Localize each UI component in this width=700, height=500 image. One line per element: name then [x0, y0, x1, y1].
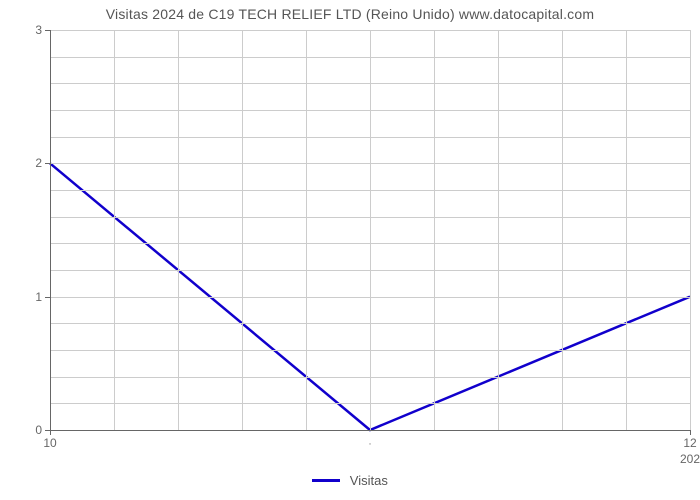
gridline-horizontal	[50, 323, 690, 324]
gridline-horizontal	[50, 190, 690, 191]
y-axis-line	[50, 30, 51, 430]
y-tick-mark	[45, 30, 50, 31]
gridline-vertical	[626, 30, 627, 430]
gridline-horizontal	[50, 350, 690, 351]
y-tick-mark	[45, 297, 50, 298]
x-axis-line	[50, 430, 690, 431]
gridline-horizontal	[50, 377, 690, 378]
gridline-vertical	[178, 30, 179, 430]
gridline-vertical	[306, 30, 307, 430]
chart-container: Visitas 2024 de C19 TECH RELIEF LTD (Rei…	[0, 0, 700, 500]
gridline-vertical	[498, 30, 499, 430]
x-tick-mark	[50, 430, 51, 435]
gridline-horizontal	[50, 243, 690, 244]
y-tick-label: 0	[35, 423, 42, 437]
gridline-horizontal	[50, 57, 690, 58]
chart-title: Visitas 2024 de C19 TECH RELIEF LTD (Rei…	[0, 6, 700, 22]
mid-dot: .	[369, 437, 372, 448]
gridline-horizontal	[50, 297, 690, 298]
gridline-vertical	[434, 30, 435, 430]
gridline-horizontal	[50, 137, 690, 138]
x-tick-mark	[690, 430, 691, 435]
gridline-horizontal	[50, 217, 690, 218]
gridline-horizontal	[50, 163, 690, 164]
gridline-horizontal	[50, 30, 690, 31]
y-tick-label: 3	[35, 23, 42, 37]
y-tick-mark	[45, 163, 50, 164]
gridline-vertical	[562, 30, 563, 430]
y-tick-label: 2	[35, 156, 42, 170]
x-tick-label: 12	[683, 436, 696, 450]
x-tick-label: 10	[43, 436, 56, 450]
gridline-horizontal	[50, 110, 690, 111]
gridline-horizontal	[50, 83, 690, 84]
x-sub-label: 202	[680, 452, 700, 500]
gridline-vertical	[370, 30, 371, 430]
gridline-horizontal	[50, 270, 690, 271]
plot-area	[50, 30, 690, 430]
gridline-vertical	[242, 30, 243, 430]
gridline-vertical	[114, 30, 115, 430]
legend-swatch	[312, 479, 340, 482]
legend-label: Visitas	[350, 473, 388, 488]
gridline-horizontal	[50, 403, 690, 404]
y-tick-label: 1	[35, 290, 42, 304]
gridline-vertical	[690, 30, 691, 430]
legend: Visitas	[0, 472, 700, 488]
